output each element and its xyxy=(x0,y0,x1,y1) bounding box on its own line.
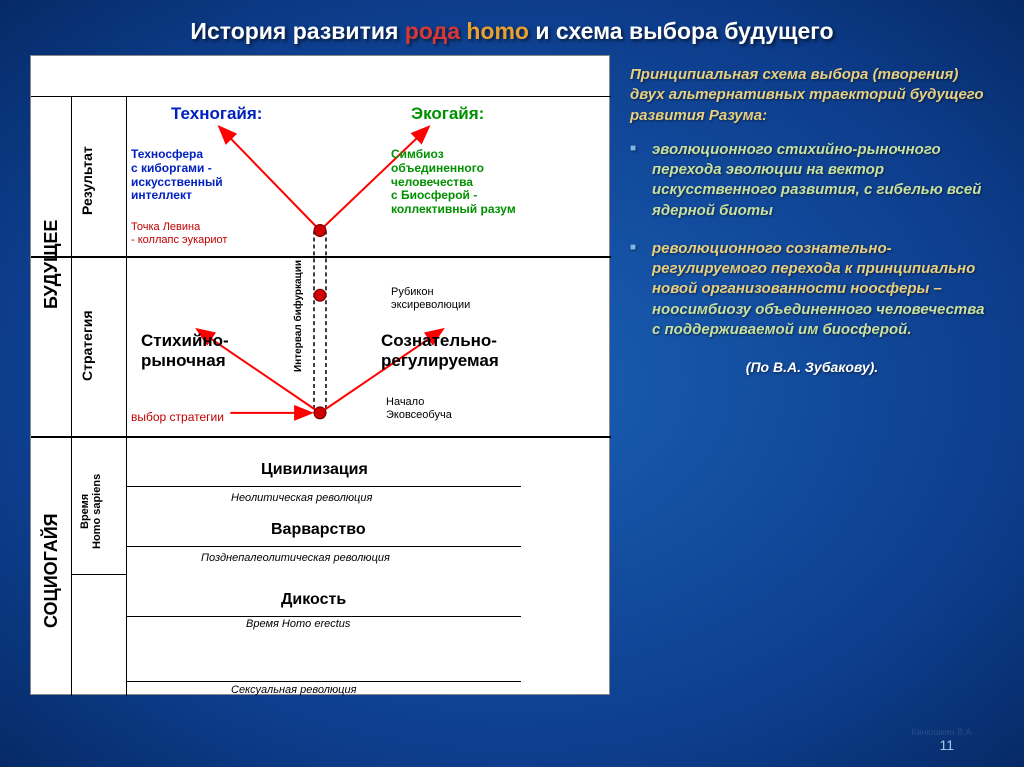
evolution-diagram: БУДУЩЕЕ СОЦИОГАЙЯ Результат Стратегия Время … xyxy=(30,55,610,695)
bullet2-b: ноосимбиозу объединенного человечества с… xyxy=(652,301,984,338)
hline xyxy=(126,486,521,487)
label-3: Симбиоз объединенного человечества с Био… xyxy=(391,148,516,217)
axis-sub_strategy: Стратегия xyxy=(79,271,95,421)
attribution: (По В.А. Зубакову). xyxy=(630,358,994,377)
hline xyxy=(126,681,521,682)
label-16: Сексуальная революция xyxy=(231,684,356,697)
bullet-evolutionary: эволюционного стихийно-рыночного переход… xyxy=(630,140,994,221)
title-prefix: История развития xyxy=(190,18,404,44)
label-4: Точка Левина - коллапс эукариот xyxy=(131,221,227,246)
hline xyxy=(126,616,521,617)
label-5: Рубикон эксиреволюции xyxy=(391,286,470,311)
hline xyxy=(126,546,521,547)
label-13: Позднепалеолитическая революция xyxy=(201,552,390,565)
sidebar-text: Принципиальная схема выбора (творения) д… xyxy=(630,55,994,695)
label-1: Экогайя: xyxy=(411,104,484,124)
label-7: Сознательно- регулируемая xyxy=(381,331,499,370)
title-suffix: и схема выбора будущего xyxy=(529,18,834,44)
label-10: Цивилизация xyxy=(261,461,368,479)
label-6: Стихийно- рыночная xyxy=(141,331,229,370)
intro-text: Принципиальная схема выбора (творения) д… xyxy=(630,65,994,126)
vline xyxy=(71,96,72,696)
title-word1: рода xyxy=(405,18,460,44)
label-15: Время Homo erectus xyxy=(246,618,350,631)
watermark: Канюшкин В.А. xyxy=(911,727,974,737)
axis-sub_homo: Время Homo sapiens xyxy=(79,451,103,571)
hline xyxy=(31,256,611,258)
bullet-revolutionary: революционного сознательно-регулируемого… xyxy=(630,239,994,340)
label-9: Начало Эковсеобуча xyxy=(386,396,452,421)
bullet2-c: . xyxy=(907,321,911,338)
bullet2-a: революционного сознательно-регулируемого… xyxy=(652,240,975,298)
label-14: Дикость xyxy=(281,591,346,609)
label-11: Неолитическая революция xyxy=(231,492,372,505)
hline xyxy=(31,436,611,438)
vline xyxy=(126,96,127,696)
label-8: выбор стратегии xyxy=(131,411,224,425)
axis-era_future: БУДУЩЕЕ xyxy=(41,104,62,424)
content-row: БУДУЩЕЕ СОЦИОГАЙЯ Результат Стратегия Время … xyxy=(0,55,1024,695)
hline xyxy=(71,574,126,575)
axis-era_socio: СОЦИОГАЙЯ xyxy=(41,451,62,691)
hline xyxy=(31,96,611,97)
axis-sub_result: Результат xyxy=(79,116,95,246)
axis-bifurcation: Интервал бифуркации xyxy=(293,236,304,396)
label-0: Техногайя: xyxy=(171,104,262,124)
label-12: Варварство xyxy=(271,521,366,539)
page-number: 11 xyxy=(939,737,954,753)
page-title: История развития рода homo и схема выбор… xyxy=(0,0,1024,55)
title-word2: homo xyxy=(466,18,529,44)
label-2: Техносфера с киборгами - искусственный и… xyxy=(131,148,223,203)
